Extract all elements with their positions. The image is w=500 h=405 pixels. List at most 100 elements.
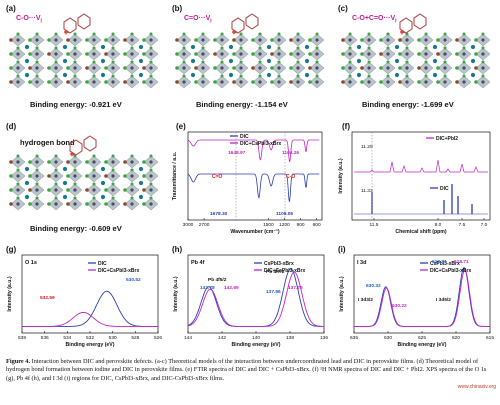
pb-atom [348, 52, 351, 55]
cs-atom [25, 45, 29, 49]
cs-atom [191, 73, 195, 77]
pb-atom [16, 52, 19, 55]
halide-atom [131, 61, 134, 64]
cs-atom [101, 73, 105, 77]
halide-atom [360, 80, 364, 84]
halide-atom [66, 66, 70, 70]
halide-atom [232, 52, 236, 56]
cs-atom [25, 195, 29, 199]
pb-atom [367, 66, 370, 69]
pb-atom [481, 80, 484, 83]
halide-atom [259, 47, 262, 50]
halide-atom [85, 80, 89, 84]
halide-atom [175, 52, 179, 56]
halide-atom [289, 66, 293, 70]
halide-atom [112, 155, 115, 158]
annotation-c-o: C-O [286, 174, 295, 180]
halide-atom [47, 202, 51, 206]
nmr-chart: DIC+PbI2DIC11.2911.3311.5 8.0 7.5 7.0Chemic… [336, 120, 496, 238]
halide-atom [74, 75, 77, 78]
pb-atom [149, 66, 152, 69]
pb-atom [92, 202, 95, 205]
pb-atom [315, 38, 318, 41]
legend-entry: DIC+CsPbI3-xBrx [240, 141, 281, 147]
halide-atom [194, 52, 198, 56]
halide-atom [482, 75, 485, 78]
pb-atom [386, 38, 389, 41]
halide-atom [9, 52, 13, 56]
legend-entry: DIC [98, 261, 107, 267]
pb-atom [111, 174, 114, 177]
halide-atom [232, 66, 236, 70]
halide-atom [213, 80, 217, 84]
pb-atom [182, 66, 185, 69]
halide-atom [232, 38, 236, 42]
pb-atom [462, 38, 465, 41]
pb-atom [149, 174, 152, 177]
halide-atom [360, 66, 364, 70]
pb-atom [481, 52, 484, 55]
halide-atom [308, 38, 312, 42]
x-tick-label: 528 [131, 335, 139, 341]
annotation-c-double-o: C=O [212, 174, 223, 180]
halide-atom [474, 80, 478, 84]
pb-atom [16, 38, 19, 41]
legend-dic: DIC [440, 186, 449, 192]
pb-atom [35, 52, 38, 55]
halide-atom [251, 66, 255, 70]
pb-atom [130, 80, 133, 83]
halide-atom [66, 188, 70, 192]
x-axis-label: Chemical shift (ppm) [395, 229, 447, 235]
halide-atom [142, 174, 146, 178]
halide-atom [308, 80, 312, 84]
pb-atom [149, 188, 152, 191]
cs-atom [139, 181, 143, 185]
halide-atom [349, 47, 352, 50]
halide-atom [259, 75, 262, 78]
halide-atom [85, 38, 89, 42]
xps-region-title: Pb 4f [191, 260, 205, 266]
pb-atom [443, 80, 446, 83]
halide-atom [455, 52, 459, 56]
halide-atom [55, 183, 58, 186]
pb-atom [73, 202, 76, 205]
halide-atom [131, 183, 134, 186]
halide-atom [436, 38, 440, 42]
pb-atom [73, 188, 76, 191]
pb-atom [220, 38, 223, 41]
pb-atom [16, 202, 19, 205]
cs-atom [229, 73, 233, 77]
cs-atom [471, 45, 475, 49]
halide-atom [85, 202, 89, 206]
pb-atom [130, 66, 133, 69]
pb-atom [277, 52, 280, 55]
halide-atom [379, 38, 383, 42]
halide-atom [93, 169, 96, 172]
halide-atom [55, 75, 58, 78]
pb-atom [405, 80, 408, 83]
cs-atom [25, 59, 29, 63]
halide-atom [150, 47, 153, 50]
xps-region-title: O 1s [25, 260, 37, 266]
cs-atom [101, 181, 105, 185]
halide-atom [36, 183, 39, 186]
cs-atom [139, 45, 143, 49]
pb-atom [92, 160, 95, 163]
halide-atom [387, 75, 390, 78]
halide-atom [436, 52, 440, 56]
xps-annotation: 142.69 [224, 285, 239, 291]
xps-annotation: 630.22 [392, 303, 407, 309]
panel-h: (h) Pb 4f CsPbI3-xBrx DIC+CsPbI3-xBrx Pb 4f… [170, 243, 330, 355]
pb-atom [405, 52, 408, 55]
halide-atom [278, 33, 281, 36]
pb-atom [35, 66, 38, 69]
cs-atom [63, 73, 67, 77]
halide-atom [368, 33, 371, 36]
halide-atom [66, 80, 70, 84]
pb-atom [201, 80, 204, 83]
halide-atom [202, 33, 205, 36]
halide-atom [150, 183, 153, 186]
pb-atom [54, 66, 57, 69]
halide-atom [398, 80, 402, 84]
cs-atom [191, 59, 195, 63]
